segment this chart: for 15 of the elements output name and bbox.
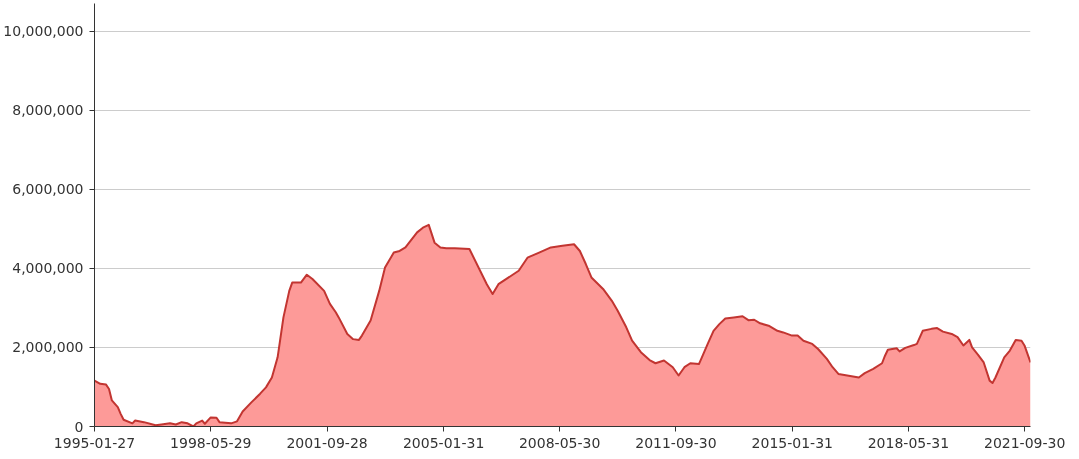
x-tick-label: 2008-05-30	[518, 434, 601, 451]
x-tick-label: 2005-01-31	[402, 434, 485, 451]
y-tick-label: 4,000,000	[12, 260, 84, 277]
x-tick-label: 2021-09-30	[984, 434, 1066, 451]
y-tick-label: 10,000,000	[3, 23, 84, 40]
x-tick-label: 1998-05-29	[170, 434, 252, 451]
y-tick-label: 6,000,000	[12, 181, 84, 198]
x-tick-label: 2018-05-31	[867, 434, 950, 451]
y-tick-label: 0	[74, 418, 84, 435]
x-tick-label: 2015-01-31	[751, 434, 833, 451]
y-tick-label: 2,000,000	[12, 339, 84, 356]
x-tick-label: 2001-09-28	[286, 434, 368, 451]
x-tick-label: 2011-09-30	[635, 434, 717, 451]
x-tick-label: 1995-01-27	[53, 434, 136, 451]
y-tick-label: 8,000,000	[12, 102, 84, 119]
